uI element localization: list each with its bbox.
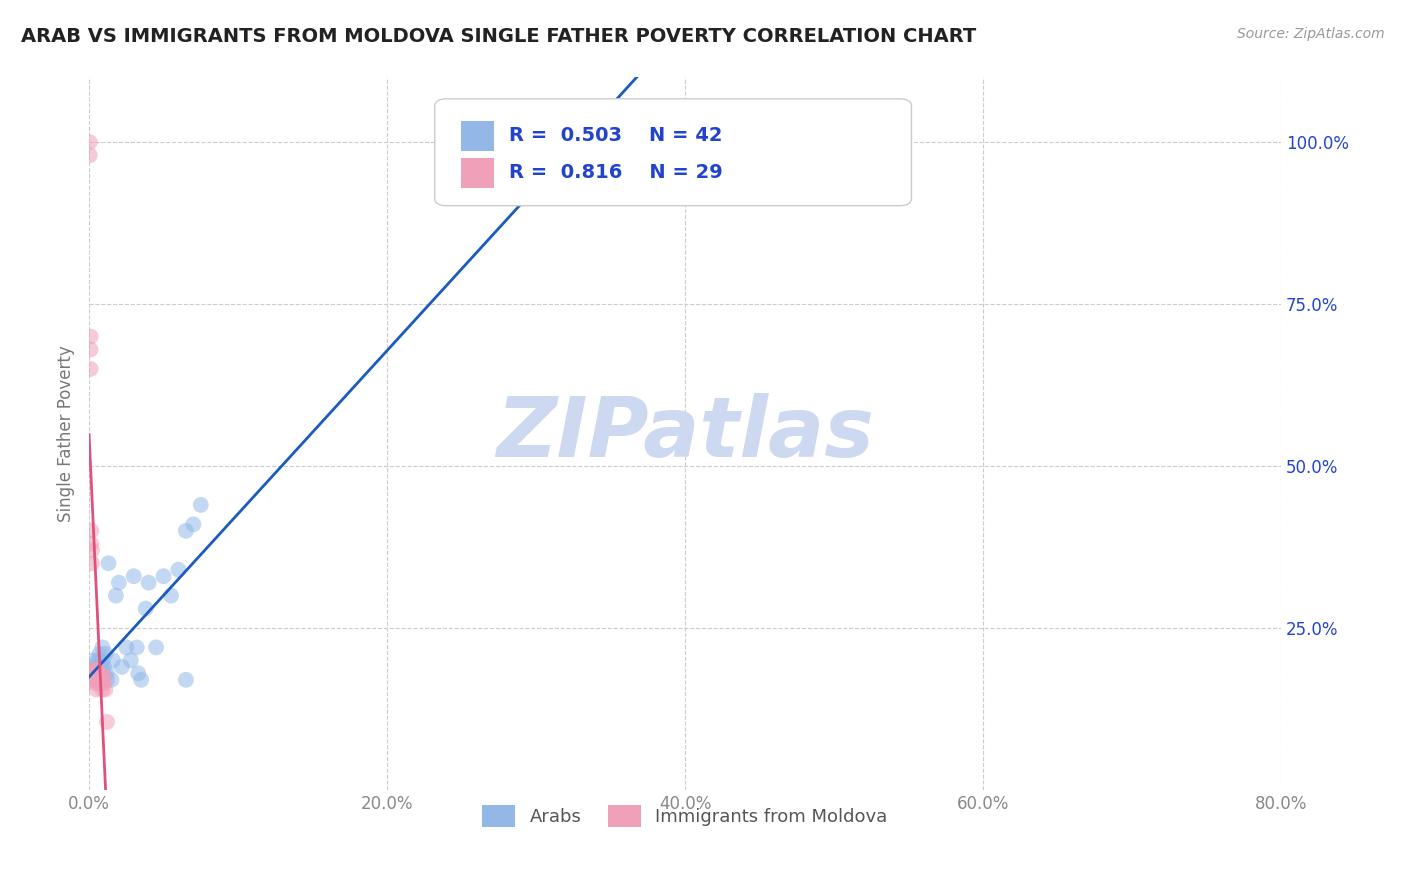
Point <box>79 329 101 343</box>
Point <box>174 673 197 687</box>
Point <box>79 362 101 376</box>
Text: Source: ZipAtlas.com: Source: ZipAtlas.com <box>1237 27 1385 41</box>
Point <box>120 653 142 667</box>
Point <box>89 669 111 683</box>
Point <box>145 640 167 655</box>
Point <box>86 682 108 697</box>
Point <box>80 660 103 674</box>
Point <box>93 660 115 674</box>
Point <box>83 669 105 683</box>
Point <box>90 660 112 674</box>
Point <box>111 660 134 674</box>
Point <box>93 666 115 681</box>
Point <box>86 669 108 683</box>
Point <box>94 682 117 697</box>
Point <box>79 663 101 677</box>
Point <box>90 673 112 687</box>
Point <box>160 589 183 603</box>
Point <box>183 517 205 532</box>
Point <box>86 663 108 677</box>
Point <box>91 676 114 690</box>
FancyBboxPatch shape <box>461 120 495 151</box>
Point <box>100 673 122 687</box>
Text: R =  0.816    N = 29: R = 0.816 N = 29 <box>509 163 723 182</box>
Point <box>96 666 118 681</box>
Point <box>83 663 105 677</box>
Point <box>87 666 110 681</box>
Point <box>80 543 103 558</box>
FancyBboxPatch shape <box>461 158 495 187</box>
Point <box>127 666 149 681</box>
Point <box>89 673 111 687</box>
Point <box>86 666 108 681</box>
Point <box>91 640 114 655</box>
Point <box>84 669 107 683</box>
FancyBboxPatch shape <box>434 99 911 206</box>
Point <box>80 556 103 570</box>
Point <box>152 569 174 583</box>
Point <box>89 647 111 661</box>
Point <box>104 589 127 603</box>
Point <box>167 563 190 577</box>
Point <box>96 714 118 729</box>
Point <box>93 676 115 690</box>
Point <box>138 575 160 590</box>
Point <box>101 653 124 667</box>
Point <box>87 653 110 667</box>
Point <box>93 669 115 683</box>
Point <box>125 640 148 655</box>
Point <box>129 673 152 687</box>
Point <box>122 569 145 583</box>
Point <box>94 647 117 661</box>
Point <box>86 660 108 674</box>
Text: R =  0.503    N = 42: R = 0.503 N = 42 <box>509 126 723 145</box>
Point <box>87 676 110 690</box>
Point <box>90 669 112 683</box>
Point <box>83 666 105 681</box>
Point <box>91 682 114 697</box>
Point <box>91 653 114 667</box>
Point <box>79 343 101 357</box>
Text: ZIPatlas: ZIPatlas <box>496 393 875 475</box>
Point <box>80 537 103 551</box>
Legend: Arabs, Immigrants from Moldova: Arabs, Immigrants from Moldova <box>475 797 894 834</box>
Text: ARAB VS IMMIGRANTS FROM MOLDOVA SINGLE FATHER POVERTY CORRELATION CHART: ARAB VS IMMIGRANTS FROM MOLDOVA SINGLE F… <box>21 27 976 45</box>
Point <box>84 663 107 677</box>
Point <box>190 498 212 512</box>
Point <box>87 663 110 677</box>
Point <box>83 653 105 667</box>
Point <box>79 148 101 162</box>
Y-axis label: Single Father Poverty: Single Father Poverty <box>58 345 75 522</box>
Point <box>97 556 120 570</box>
Point <box>115 640 138 655</box>
Point <box>135 601 157 615</box>
Point <box>80 524 103 538</box>
Point <box>174 524 197 538</box>
Point <box>96 673 118 687</box>
Point <box>108 575 131 590</box>
Point <box>84 673 107 687</box>
Point <box>89 676 111 690</box>
Point <box>83 673 105 687</box>
Point <box>84 676 107 690</box>
Point <box>79 135 101 149</box>
